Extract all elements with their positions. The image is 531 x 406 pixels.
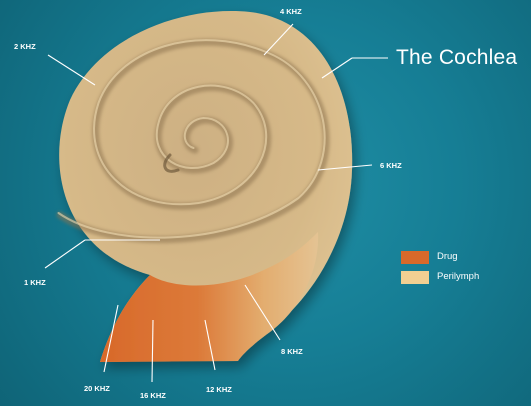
diagram-title: The Cochlea bbox=[396, 46, 518, 69]
label-20khz: 20 KHZ bbox=[84, 384, 110, 393]
label-12khz: 12 KHZ bbox=[206, 385, 232, 394]
label-2khz: 2 KHZ bbox=[14, 42, 36, 51]
label-1khz: 1 KHZ bbox=[24, 278, 46, 287]
leader-line-20khz bbox=[103, 304, 119, 373]
leader-line-title bbox=[321, 57, 353, 79]
leader-line-8khz bbox=[244, 284, 281, 341]
label-8khz: 8 KHZ bbox=[281, 347, 303, 356]
leader-lines bbox=[44, 23, 388, 383]
legend-swatch-perilymph bbox=[401, 271, 429, 284]
leader-line-1khz bbox=[44, 239, 86, 269]
spiral-grooves bbox=[56, 38, 330, 244]
basal-turn bbox=[100, 232, 319, 362]
leader-line-12khz bbox=[204, 319, 216, 371]
leader-line-16khz bbox=[151, 319, 154, 383]
leader-line-6khz bbox=[317, 164, 373, 171]
leader-line-2khz bbox=[47, 54, 96, 86]
legend-swatch-drug bbox=[401, 251, 429, 264]
label-16khz: 16 KHZ bbox=[140, 391, 166, 400]
cochlea-shell bbox=[59, 11, 353, 362]
leader-line-4khz bbox=[263, 23, 294, 56]
legend-item-drug: Drug bbox=[401, 251, 511, 265]
label-6khz: 6 KHZ bbox=[380, 161, 402, 170]
legend-item-perilymph: Perilymph bbox=[401, 271, 511, 285]
legend-label-drug: Drug bbox=[437, 251, 458, 262]
legend-label-perilymph: Perilymph bbox=[437, 271, 480, 282]
label-4khz: 4 KHZ bbox=[280, 7, 302, 16]
